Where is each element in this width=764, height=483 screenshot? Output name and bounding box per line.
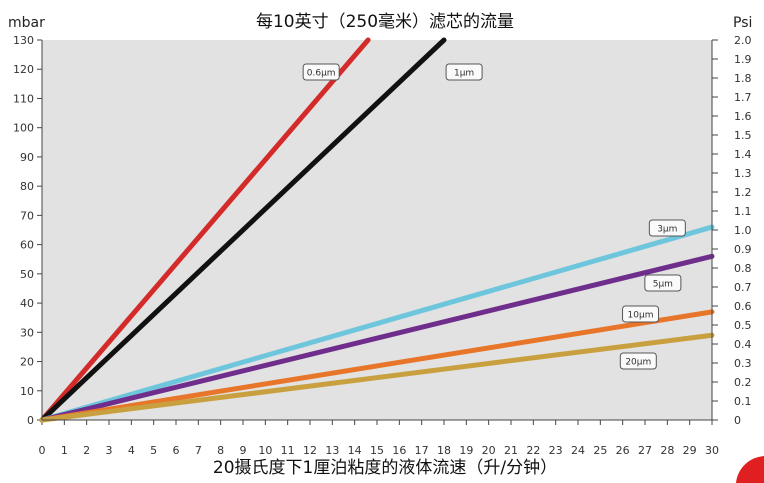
series-line [39, 224, 715, 423]
y2-tick-label: 0.6 [734, 300, 752, 313]
y2-tick-label: 1.3 [734, 167, 752, 180]
x-tick-label: 14 [348, 444, 362, 457]
left-axis-unit: mbar [8, 15, 45, 31]
right-axis-unit: Psi [733, 15, 752, 31]
y2-tick-label: 2.0 [734, 34, 752, 47]
y2-tick-label: 0.1 [734, 395, 752, 408]
y-tick-label: 40 [20, 297, 34, 310]
y2-tick-label: 1.7 [734, 91, 752, 104]
x-tick-label: 5 [150, 444, 157, 457]
corner-logo-mark [736, 456, 764, 483]
x-tick-label: 15 [370, 444, 384, 457]
x-tick-label: 13 [325, 444, 339, 457]
x-tick-label: 22 [526, 444, 540, 457]
y-tick-label: 30 [20, 326, 34, 339]
series-line [39, 253, 715, 423]
x-tick-label: 11 [281, 444, 295, 457]
y-tick-label: 50 [20, 268, 34, 281]
x-tick-label: 12 [303, 444, 317, 457]
x-axis-ticks: 0 1 2 3 4 5 6 7 8 9 10 11 12 13 14 15 16 17 18 19 20 21 22 23 24… [39, 420, 719, 457]
series-label-box [622, 305, 660, 323]
x-axis-label: 20摄氏度下1厘泊粘度的液体流速（升/分钟） [213, 458, 557, 478]
x-tick-label: 28 [660, 444, 674, 457]
left-axis-ticks: 0 10 20 30 40 50 60 70 80 90 100 110 120 130 [13, 34, 42, 427]
x-tick-label: 2 [83, 444, 90, 457]
x-tick-label: 4 [128, 444, 135, 457]
series-label: 20μm [625, 358, 651, 368]
y-tick-label: 120 [13, 63, 34, 76]
x-tick-label: 6 [173, 444, 180, 457]
series-label: 5μm [653, 280, 673, 290]
series-label: 10μm [628, 311, 654, 321]
series-line [39, 37, 447, 423]
chart-title: 每10英寸（250毫米）滤芯的流量 [256, 12, 514, 32]
x-tick-label: 7 [195, 444, 202, 457]
x-tick-label: 17 [415, 444, 429, 457]
y2-tick-label: 0.8 [734, 262, 752, 275]
x-tick-label: 3 [106, 444, 113, 457]
y2-tick-label: 1.1 [734, 205, 752, 218]
x-tick-label: 10 [258, 444, 272, 457]
x-tick-label: 29 [683, 444, 697, 457]
series-line [39, 309, 715, 423]
y-tick-label: 80 [20, 180, 34, 193]
x-tick-label: 8 [217, 444, 224, 457]
y2-tick-label: 0.5 [734, 319, 752, 332]
y-tick-label: 110 [13, 92, 34, 105]
y-tick-label: 60 [20, 239, 34, 252]
plot-background [42, 40, 712, 420]
series-label-box [445, 63, 483, 81]
y2-tick-label: 0.4 [734, 338, 752, 351]
x-tick-label: 23 [549, 444, 563, 457]
x-tick-label: 18 [437, 444, 451, 457]
y-tick-label: 20 [20, 356, 34, 369]
series-label: 0.6μm [307, 69, 336, 79]
y2-tick-label: 0 [734, 414, 741, 427]
series-label: 1μm [454, 69, 474, 79]
x-tick-label: 26 [616, 444, 630, 457]
y2-tick-label: 1.6 [734, 110, 752, 123]
y-tick-label: 100 [13, 122, 34, 135]
x-tick-label: 25 [593, 444, 607, 457]
series-label-box [619, 352, 657, 370]
y2-tick-label: 1.2 [734, 186, 752, 199]
series-label-box [644, 274, 682, 292]
x-tick-label: 9 [240, 444, 247, 457]
y2-tick-label: 0.7 [734, 281, 752, 294]
x-tick-label: 16 [392, 444, 406, 457]
y2-tick-label: 1.5 [734, 129, 752, 142]
x-tick-label: 24 [571, 444, 585, 457]
y-tick-label: 0 [27, 414, 34, 427]
series-line [39, 37, 371, 423]
y-tick-label: 90 [20, 151, 34, 164]
series-labels: 0.6μm 1μm 3μm 5μm 10μm 20μm [302, 63, 686, 370]
series-label: 3μm [657, 225, 677, 235]
x-tick-label: 27 [638, 444, 652, 457]
x-tick-label: 19 [459, 444, 473, 457]
x-tick-label: 1 [61, 444, 68, 457]
y2-tick-label: 1.8 [734, 72, 752, 85]
y2-tick-label: 1.4 [734, 148, 752, 161]
y-tick-label: 130 [13, 34, 34, 47]
y2-tick-label: 0.9 [734, 243, 752, 256]
y-tick-label: 10 [20, 385, 34, 398]
y2-tick-label: 0.3 [734, 357, 752, 370]
y2-tick-label: 1.0 [734, 224, 752, 237]
x-tick-label: 21 [504, 444, 518, 457]
x-tick-label: 0 [39, 444, 46, 457]
right-axis-ticks: 0 0.1 0.2 0.3 0.4 0.5 0.6 0.7 0.8 0.9 1.0 1.1 1.2 1.3… [712, 34, 752, 427]
series-lines [39, 37, 715, 423]
series-label-box [302, 63, 340, 81]
series-label-box [648, 219, 686, 237]
x-tick-label: 20 [482, 444, 496, 457]
x-tick-label: 30 [705, 444, 719, 457]
y2-tick-label: 0.2 [734, 376, 752, 389]
series-line [39, 332, 715, 423]
y-tick-label: 70 [20, 209, 34, 222]
y2-tick-label: 1.9 [734, 53, 752, 66]
